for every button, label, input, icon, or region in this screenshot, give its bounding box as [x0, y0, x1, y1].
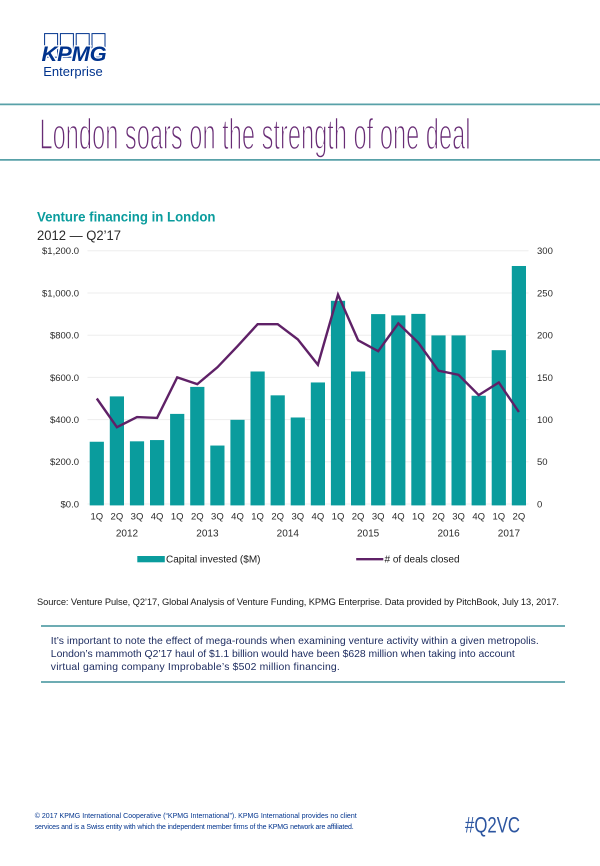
svg-text:2012: 2012 [116, 529, 139, 540]
svg-text:3Q: 3Q [131, 512, 144, 523]
svg-text:#Q2VC: #Q2VC [465, 813, 520, 838]
svg-text:2Q: 2Q [111, 512, 124, 523]
svg-text:1Q: 1Q [90, 512, 103, 523]
svg-text:4Q: 4Q [151, 512, 164, 523]
svg-text:$800.0: $800.0 [50, 331, 79, 342]
svg-text:3Q: 3Q [452, 512, 465, 523]
svg-text:2Q: 2Q [271, 512, 284, 523]
svg-text:2014: 2014 [277, 529, 300, 540]
svg-text:2017: 2017 [498, 529, 521, 540]
svg-text:3Q: 3Q [372, 512, 385, 523]
svg-text:© 2017 KPMG International Coop: © 2017 KPMG International Cooperative (“… [35, 812, 357, 820]
svg-text:100: 100 [537, 415, 553, 426]
svg-text:3Q: 3Q [211, 512, 224, 523]
svg-text:2016: 2016 [437, 529, 460, 540]
svg-text:Source: Venture Pulse, Q2’17,: Source: Venture Pulse, Q2’17, Global Ana… [37, 597, 559, 607]
svg-text:1Q: 1Q [171, 512, 184, 523]
svg-text:2013: 2013 [196, 529, 219, 540]
svg-text:$0.0: $0.0 [61, 499, 80, 510]
svg-text:2012 — Q2’17: 2012 — Q2’17 [37, 228, 121, 243]
svg-text:4Q: 4Q [472, 512, 485, 523]
svg-text:$400.0: $400.0 [50, 415, 79, 426]
svg-text:0: 0 [537, 499, 542, 510]
svg-text:$200.0: $200.0 [50, 457, 79, 468]
svg-text:virtual gaming company Improba: virtual gaming company Improbable’s $502… [51, 662, 340, 673]
svg-text:4Q: 4Q [312, 512, 325, 523]
svg-text:London’s mammoth Q2’17 haul of: London’s mammoth Q2’17 haul of $1.1 bill… [51, 649, 515, 660]
svg-text:4Q: 4Q [392, 512, 405, 523]
svg-text:1Q: 1Q [251, 512, 264, 523]
svg-text:2Q: 2Q [191, 512, 204, 523]
svg-text:250: 250 [537, 288, 553, 299]
svg-text:1Q: 1Q [332, 512, 345, 523]
svg-text:$1,200.0: $1,200.0 [42, 246, 79, 257]
svg-text:300: 300 [537, 246, 553, 257]
svg-text:2015: 2015 [357, 529, 380, 540]
svg-text:200: 200 [537, 331, 553, 342]
svg-text:Capital invested ($M): Capital invested ($M) [166, 555, 260, 566]
svg-text:KPMG: KPMG [42, 43, 107, 66]
svg-text:1Q: 1Q [412, 512, 425, 523]
svg-text:It’s important to note the eff: It’s important to note the effect of meg… [51, 636, 539, 647]
svg-text:50: 50 [537, 457, 548, 468]
svg-text:services and is a Swiss entity: services and is a Swiss entity with whic… [35, 824, 354, 831]
svg-text:3Q: 3Q [291, 512, 304, 523]
svg-text:150: 150 [537, 373, 553, 384]
svg-text:# of deals closed: # of deals closed [385, 555, 460, 566]
svg-text:London soars on the strength o: London soars on the strength of one deal [40, 111, 471, 159]
svg-text:$600.0: $600.0 [50, 373, 79, 384]
svg-text:2Q: 2Q [352, 512, 365, 523]
svg-text:Enterprise: Enterprise [43, 64, 102, 79]
svg-text:Venture financing in London: Venture financing in London [37, 209, 216, 225]
svg-text:4Q: 4Q [231, 512, 244, 523]
svg-text:1Q: 1Q [492, 512, 505, 523]
svg-text:$1,000.0: $1,000.0 [42, 288, 79, 299]
svg-text:2Q: 2Q [513, 512, 526, 523]
svg-text:2Q: 2Q [432, 512, 445, 523]
